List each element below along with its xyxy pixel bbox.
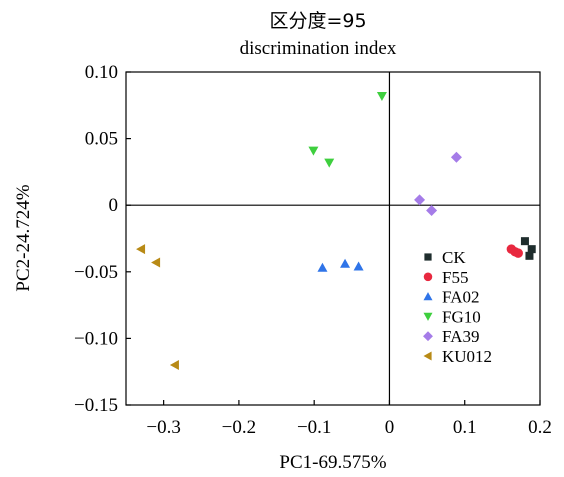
y-tick-label: −0.10 — [74, 328, 118, 349]
legend-label-f55: F55 — [442, 268, 468, 287]
data-point-fa02 — [317, 262, 328, 272]
data-point-fg10 — [308, 146, 319, 156]
data-point-ku012 — [151, 257, 161, 268]
data-point-fa02 — [340, 258, 351, 268]
x-axis-label: PC1-69.575% — [279, 452, 386, 473]
y-axis-ticks: 0.10 0.05 0 −0.05 −0.10 −0.15 — [74, 62, 131, 416]
data-point-fa02 — [353, 261, 364, 271]
data-points — [136, 91, 536, 371]
legend-marker-f55 — [423, 272, 433, 282]
chart-subtitle: discrimination index — [240, 38, 397, 59]
legend-label-fg10: FG10 — [442, 307, 481, 326]
x-tick-label: 0.2 — [528, 417, 552, 438]
data-point-ck — [525, 251, 534, 260]
legend-marker-fa02 — [423, 292, 433, 301]
x-tick-label: −0.3 — [146, 417, 180, 438]
y-tick-label: 0.10 — [85, 62, 118, 83]
legend-label-fa39: FA39 — [442, 327, 479, 346]
legend-marker-ku012 — [423, 351, 432, 361]
legend-label-ck: CK — [442, 248, 466, 267]
legend-marker-fa39 — [423, 331, 433, 342]
x-tick-label: −0.1 — [297, 417, 331, 438]
y-tick-label: 0.05 — [85, 129, 118, 150]
x-tick-label: −0.2 — [222, 417, 256, 438]
y-tick-label: −0.05 — [74, 262, 118, 283]
data-point-f55 — [513, 248, 523, 258]
x-tick-label: 0 — [385, 417, 395, 438]
data-point-fa39 — [414, 194, 426, 206]
legend-marker-ck — [424, 253, 432, 261]
plot-area-frame — [125, 71, 541, 406]
data-point-fa39 — [450, 151, 462, 163]
y-tick-label: 0 — [109, 195, 119, 216]
data-point-fg10 — [324, 158, 335, 168]
y-axis-label: PC2-24.724% — [13, 184, 34, 291]
legend-label-ku012: KU012 — [442, 347, 492, 366]
y-tick-label: −0.15 — [74, 395, 118, 416]
data-point-ku012 — [136, 244, 146, 255]
data-point-ku012 — [169, 360, 179, 371]
data-point-fa39 — [426, 205, 438, 217]
data-point-ck — [527, 245, 536, 254]
x-axis-ticks: −0.3 −0.2 −0.1 0 0.1 0.2 — [146, 400, 552, 438]
x-tick-label: 0.1 — [453, 417, 477, 438]
legend-label-fa02: FA02 — [442, 288, 479, 307]
chart-title: 区分度=95 — [269, 10, 366, 32]
legend-marker-fg10 — [423, 312, 433, 321]
data-point-ck — [520, 237, 529, 246]
data-point-fg10 — [376, 91, 387, 101]
